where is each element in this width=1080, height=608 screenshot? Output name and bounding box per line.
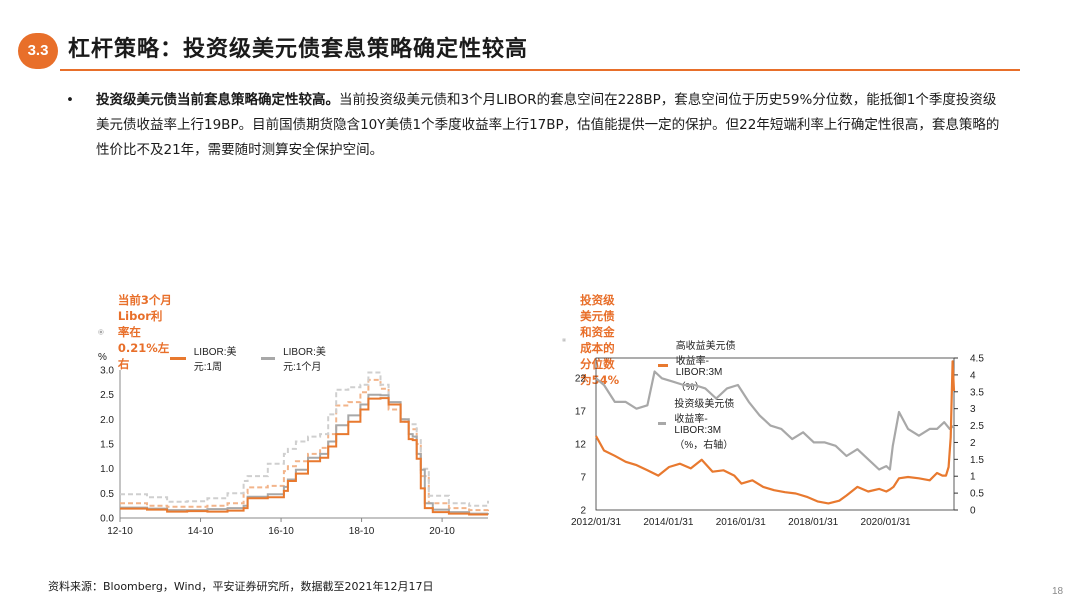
y-right-tick-label: 4	[970, 370, 976, 381]
investment-grade-series-line	[595, 370, 955, 471]
y-left-tick-label: 2	[580, 506, 586, 517]
y-left-tick-label: 7	[580, 472, 586, 483]
section-badge: 3.3	[18, 33, 58, 69]
libor-chart-heading: 当前3个月Libor利率在0.21%左右	[98, 292, 172, 372]
legend-swatch-gray	[658, 421, 667, 425]
source-note: 资料来源：Bloomberg，Wind，平安证券研究所，数据截至2021年12月…	[48, 580, 434, 593]
page-title: 杠杆策略：投资级美元债套息策略确定性较高	[68, 37, 529, 62]
y-tick-label: 0.0	[100, 514, 114, 525]
libor-1w-series-line	[120, 397, 488, 516]
legend-item-libor-1m: LIBOR:美元:1个月	[260, 343, 328, 373]
y-axis-unit: %	[98, 352, 107, 363]
radio-circle-icon	[562, 338, 566, 342]
y-tick-label: 1.5	[100, 440, 114, 451]
legend-swatch-gray	[260, 356, 276, 360]
x-tick-label: 2014/01/31	[643, 517, 693, 528]
spread-chart-title: 投资级美元债和资金成本的分位数为54%	[580, 293, 620, 387]
legend-item-libor-1w: LIBOR:美元:1周	[170, 343, 237, 373]
spread-chart-heading: 投资级美元债和资金成本的分位数为54%	[562, 292, 624, 388]
bullet-lead: 投资级美元债当前套息策略确定性较高。	[96, 92, 339, 108]
y-right-tick-label: 1	[970, 472, 976, 483]
plot-frame	[595, 357, 955, 511]
y-right-tick-label: 0.5	[970, 489, 984, 500]
x-tick-label: 2016/01/31	[716, 517, 766, 528]
bullet-body: 当前投资级美元债和3个月LIBOR的套息空间在228BP，套息空间位于历史59%…	[96, 92, 1000, 158]
x-tick-label: 16-10	[268, 526, 294, 537]
libor-dashed-series-line-0	[120, 378, 489, 512]
legend-swatch-orange	[170, 356, 186, 360]
y-tick-label: 2.0	[100, 415, 114, 426]
x-tick-label: 14-10	[188, 526, 214, 537]
x-tick-label: 12-10	[107, 526, 133, 537]
y-right-tick-label: 2.5	[970, 421, 984, 432]
legend-item-high-yield: 高收益美元债收益率-LIBOR:3M（%）	[658, 337, 739, 393]
x-tick-label: 2018/01/31	[788, 517, 838, 528]
y-right-tick-label: 2	[970, 438, 976, 449]
legend-label-libor-1w: LIBOR:美元:1周	[193, 347, 237, 373]
libor-legend: LIBOR:美元:1周 LIBOR:美元:1个月	[170, 343, 328, 373]
y-right-tick-label: 4.5	[970, 354, 984, 365]
bullet-text: 投资级美元债当前套息策略确定性较高。当前投资级美元债和3个月LIBOR的套息空间…	[96, 88, 1006, 163]
y-tick-label: 3.0	[100, 366, 114, 377]
page-number: 18	[1052, 586, 1064, 597]
summary-bullet: • 投资级美元债当前套息策略确定性较高。当前投资级美元债和3个月LIBOR的套息…	[66, 88, 1006, 163]
title-rule	[60, 69, 1020, 71]
radio-circle-icon	[98, 329, 104, 335]
legend-label-investment-grade: 投资级美元债收益率-LIBOR:3M（%，右轴）	[674, 399, 735, 451]
y-left-tick-label: 17	[575, 406, 587, 417]
high-yield-series-line	[595, 360, 956, 505]
libor-chart-title: 当前3个月Libor利率在0.21%左右	[117, 293, 172, 371]
libor-line-chart: % 0.0 0.5 1.0 1.5 2.0 2.5 3.0 12-10 14-10 16-10 18-…	[98, 352, 489, 537]
y-tick-label: 2.5	[100, 390, 114, 401]
x-tick-label: 2012/01/31	[571, 517, 621, 528]
bullet-dot: •	[66, 92, 74, 108]
y-left-tick-label: 12	[575, 439, 587, 450]
legend-swatch-orange	[658, 363, 668, 367]
x-tick-label: 2020/01/31	[861, 517, 911, 528]
y-right-tick-label: 3.5	[970, 387, 984, 398]
spread-legend: 高收益美元债收益率-LIBOR:3M（%） 投资级美元债收益率-LIBOR:3M…	[658, 337, 739, 451]
legend-item-investment-grade: 投资级美元债收益率-LIBOR:3M（%，右轴）	[658, 395, 739, 451]
legend-label-high-yield: 高收益美元债收益率-LIBOR:3M（%）	[675, 341, 736, 393]
y-tick-label: 0.5	[100, 489, 114, 500]
y-left-tick-label: 22	[575, 373, 587, 384]
x-tick-label: 20-10	[429, 526, 455, 537]
x-tick-label: 18-10	[349, 526, 375, 537]
libor-dashed-series-line-1	[120, 371, 489, 507]
y-right-tick-label: 1.5	[970, 455, 984, 466]
y-right-tick-label: 0	[970, 506, 976, 517]
spread-line-chart: 2 7 12 17 22 0 0.5 1 1.5 2 2.5 3 3.5 4 4.5 2012/01/31 20…	[571, 354, 984, 529]
legend-label-libor-1m: LIBOR:美元:1个月	[283, 347, 326, 373]
y-right-tick-label: 3	[970, 404, 976, 415]
y-tick-label: 1.0	[100, 464, 114, 475]
